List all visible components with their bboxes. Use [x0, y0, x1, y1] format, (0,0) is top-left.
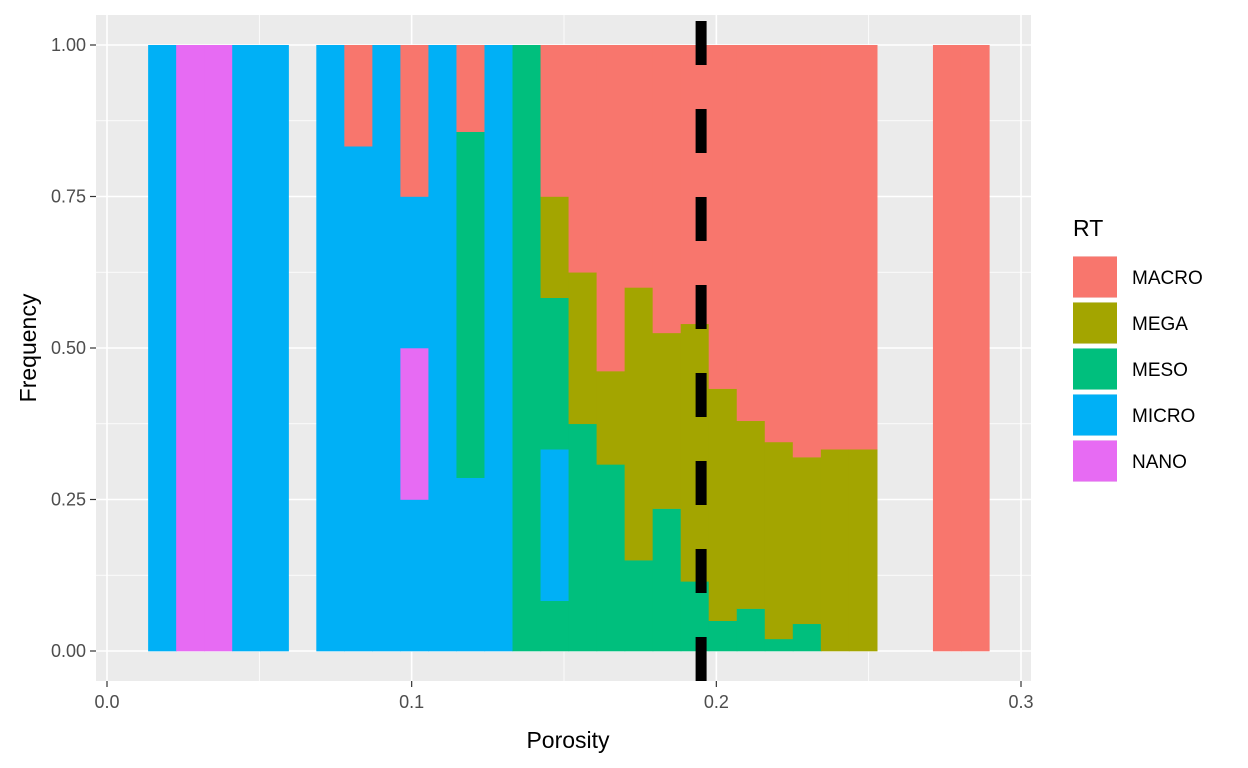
bar-segment-macro [540, 45, 570, 197]
bar-segment-macro [680, 45, 710, 325]
y-axis: 0.00 0.25 0.50 0.75 1.00 [51, 35, 96, 661]
y-tick-label: 1.00 [51, 35, 86, 55]
bar-segment-macro [736, 45, 766, 422]
bar-segment-mega [624, 287, 654, 561]
bar-segment-micro [456, 477, 486, 652]
bar-segment-meso [736, 608, 766, 652]
bar-segment-meso [764, 638, 794, 652]
bar-segment-meso [568, 423, 598, 652]
bar-segment-macro [764, 45, 794, 443]
legend-swatch-nano [1073, 440, 1117, 482]
bar-segment-meso [512, 45, 542, 652]
y-tick-label: 0.25 [51, 490, 86, 510]
bar-segment-micro [372, 45, 401, 652]
bar-segment-macro [344, 45, 373, 147]
bar-segment-mega [736, 420, 766, 609]
bar-segment-micro [400, 196, 430, 349]
x-tick-label: 0.3 [1008, 692, 1033, 712]
legend-label-meso: MESO [1132, 360, 1188, 381]
y-tick-label: 0.50 [51, 338, 86, 358]
bar-segment-mega [764, 441, 794, 640]
bar-segment-macro [820, 45, 850, 450]
x-axis-title: Porosity [526, 727, 610, 753]
bar-segment-macro [708, 45, 738, 389]
bar-segment-meso [596, 464, 626, 652]
bar-segment-macro [456, 45, 486, 132]
bar-segment-micro [484, 45, 514, 652]
bar-segment-nano [400, 348, 430, 500]
bar-segment-mega [792, 457, 822, 625]
bar-segment-macro [960, 45, 990, 652]
bar-segment-mega [652, 332, 682, 509]
bar-segment-meso [708, 620, 738, 652]
y-axis-title: Frequency [15, 293, 41, 402]
bar-segment-mega [568, 272, 598, 425]
legend-swatch-mega [1073, 302, 1117, 344]
bar-segment-meso [540, 297, 570, 450]
bar-segment-macro [596, 45, 626, 372]
y-tick-label: 0.75 [51, 187, 86, 207]
legend-swatch-micro [1073, 394, 1117, 436]
bar-segment-micro [428, 45, 458, 652]
bar-segment-macro [792, 45, 822, 458]
bar-segment-nano [176, 45, 205, 652]
bar-segment-micro [400, 499, 430, 652]
x-tick-label: 0.1 [399, 692, 424, 712]
legend-label-mega: MEGA [1132, 314, 1188, 335]
bar-segment-meso [456, 131, 486, 478]
bar-segment-mega [820, 449, 850, 652]
bar-segment-micro [232, 45, 261, 652]
bar-segment-macro [624, 45, 654, 288]
bar-segment-micro [540, 449, 570, 602]
legend-label-micro: MICRO [1132, 406, 1195, 427]
legend: RT MACRO MEGA MESO MICRO NANO [1073, 215, 1203, 482]
bar-segment-micro [316, 45, 345, 652]
legend-title: RT [1073, 215, 1103, 241]
bar-segment-nano [204, 45, 233, 652]
legend-swatch-meso [1073, 348, 1117, 390]
stacked-bars [148, 45, 990, 652]
bar-segment-mega [680, 323, 710, 582]
legend-swatch-macro [1073, 256, 1117, 298]
y-tick-label: 0.00 [51, 641, 86, 661]
x-axis: 0.0 0.1 0.2 0.3 [94, 681, 1034, 712]
bar-segment-meso [540, 600, 570, 652]
bar-segment-meso [792, 623, 822, 652]
bar-segment-micro [344, 146, 373, 652]
bar-segment-mega [596, 371, 626, 465]
bar-segment-macro [848, 45, 878, 450]
bar-segment-macro [652, 45, 682, 334]
bar-segment-macro [400, 45, 430, 197]
x-tick-label: 0.0 [94, 692, 119, 712]
bar-segment-macro [932, 45, 962, 652]
x-tick-label: 0.2 [704, 692, 729, 712]
bar-segment-mega [708, 388, 738, 621]
bar-segment-macro [568, 45, 598, 273]
bar-segment-meso [652, 508, 682, 652]
bar-segment-micro [260, 45, 289, 652]
bar-segment-mega [540, 196, 570, 299]
bar-segment-micro [148, 45, 177, 652]
bar-segment-meso [624, 560, 654, 652]
legend-label-macro: MACRO [1132, 268, 1203, 289]
bar-segment-mega [848, 449, 878, 652]
legend-label-nano: NANO [1132, 452, 1187, 473]
